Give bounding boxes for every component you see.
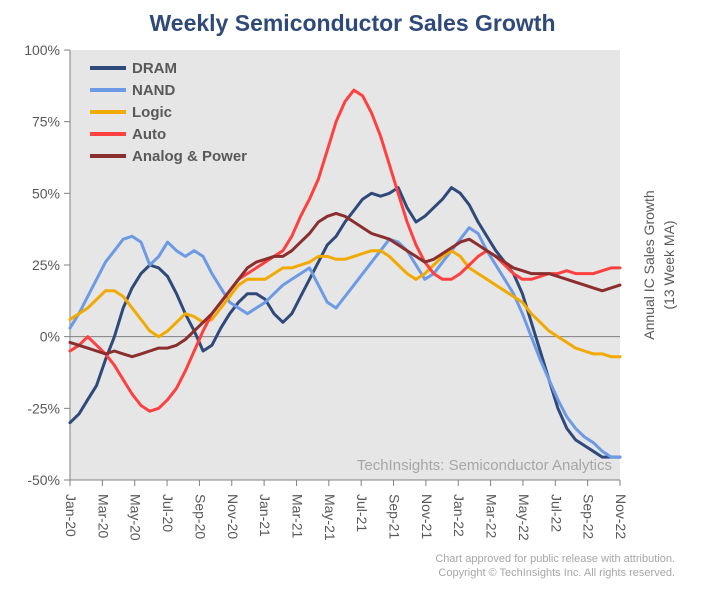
svg-text:Sep-20: Sep-20 xyxy=(192,494,208,539)
svg-text:100%: 100% xyxy=(24,42,60,58)
svg-text:75%: 75% xyxy=(32,114,60,130)
svg-text:Jul-21: Jul-21 xyxy=(354,494,370,532)
svg-text:May-20: May-20 xyxy=(128,494,144,541)
svg-text:50%: 50% xyxy=(32,185,60,201)
svg-text:Sep-21: Sep-21 xyxy=(387,494,403,539)
svg-text:Nov-20: Nov-20 xyxy=(225,494,241,539)
svg-text:Jul-20: Jul-20 xyxy=(160,494,176,532)
svg-text:Jul-22: Jul-22 xyxy=(548,494,564,532)
svg-text:Nov-22: Nov-22 xyxy=(613,494,629,539)
svg-text:25%: 25% xyxy=(32,257,60,273)
legend-label-4: Analog & Power xyxy=(132,148,247,165)
svg-text:Jan-20: Jan-20 xyxy=(63,494,79,537)
chart-container: Weekly Semiconductor Sales Growth -50%-2… xyxy=(0,0,705,591)
footnote-line2: Copyright © TechInsights Inc. All rights… xyxy=(438,567,675,581)
footnote-line1: Chart approved for public release with a… xyxy=(435,553,675,567)
legend-label-3: Auto xyxy=(132,126,166,143)
svg-text:Sep-22: Sep-22 xyxy=(581,494,597,539)
legend-label-1: NAND xyxy=(132,82,175,99)
legend-label-2: Logic xyxy=(132,104,172,121)
right-axis-label-2: (13 Week MA) xyxy=(661,220,677,309)
svg-text:Jan-21: Jan-21 xyxy=(257,494,273,537)
svg-text:Jan-22: Jan-22 xyxy=(451,494,467,537)
right-axis-label-1: Annual IC Sales Growth xyxy=(641,190,657,339)
svg-text:Mar-21: Mar-21 xyxy=(289,494,305,539)
svg-text:-25%: -25% xyxy=(27,400,60,416)
watermark: TechInsights: Semiconductor Analytics xyxy=(357,457,612,474)
svg-text:-50%: -50% xyxy=(27,472,60,488)
svg-text:May-21: May-21 xyxy=(322,494,338,541)
legend-label-0: DRAM xyxy=(132,60,177,77)
svg-text:0%: 0% xyxy=(40,329,60,345)
svg-text:Mar-20: Mar-20 xyxy=(95,494,111,539)
svg-text:Mar-22: Mar-22 xyxy=(484,494,500,539)
chart-svg: -50% -25% 0% 25% 50% 75% 100% Jan-20 Mar-20 May-2… xyxy=(0,0,705,545)
svg-text:Nov-21: Nov-21 xyxy=(419,494,435,539)
svg-text:May-22: May-22 xyxy=(516,494,532,541)
